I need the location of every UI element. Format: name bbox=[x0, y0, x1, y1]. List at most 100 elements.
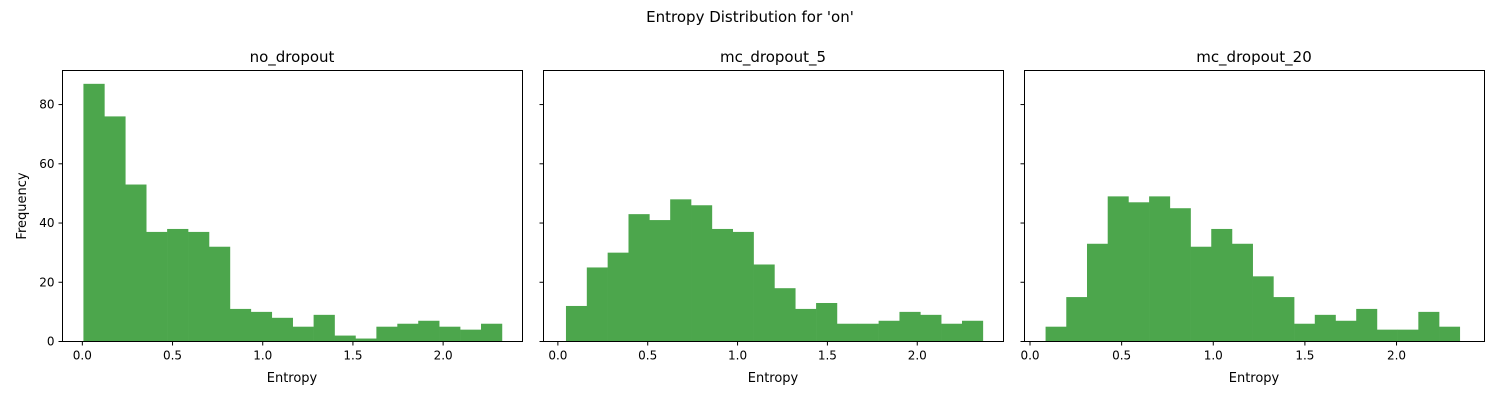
histogram-bar bbox=[292, 326, 314, 342]
y-tick-label: 0 bbox=[47, 335, 55, 349]
histogram-bar bbox=[397, 323, 419, 342]
subplot-title: mc_dropout_20 bbox=[1196, 48, 1312, 67]
subplot-title: no_dropout bbox=[250, 48, 335, 67]
x-tick-label: 1.0 bbox=[1204, 349, 1223, 363]
histogram-bar bbox=[920, 314, 942, 342]
histogram-bar bbox=[1231, 243, 1253, 342]
histogram-bar bbox=[941, 323, 963, 342]
x-tick-label: 0.5 bbox=[638, 349, 657, 363]
histogram-bar bbox=[1356, 308, 1378, 342]
histogram-bar bbox=[376, 326, 398, 342]
x-tick-label: 1.0 bbox=[728, 349, 747, 363]
y-tick-label: 60 bbox=[39, 157, 54, 171]
histogram-bar bbox=[628, 214, 650, 342]
x-tick-label: 2.0 bbox=[1387, 349, 1406, 363]
histogram-bar bbox=[565, 305, 588, 342]
y-tick-label: 80 bbox=[39, 98, 54, 112]
histogram-bar bbox=[83, 83, 105, 342]
histogram-bar bbox=[1397, 329, 1419, 342]
subplot-mc-dropout-20: mc_dropout_20 0.0 0.5 1.0 1.5 2.0 Entropy bbox=[1020, 48, 1485, 386]
figure-title: Entropy Distribution for 'on' bbox=[646, 8, 854, 26]
histogram-bar bbox=[208, 246, 231, 342]
subplot-mc-dropout-5: mc_dropout_5 0.0 0.5 1.0 1.5 2.0 Entropy bbox=[539, 48, 1004, 386]
histogram-bar bbox=[229, 308, 252, 342]
x-axis-label: Entropy bbox=[1229, 371, 1280, 386]
y-tick-label: 20 bbox=[39, 275, 54, 289]
x-ticks: 0.0 0.5 1.0 1.5 2.0 bbox=[1020, 341, 1406, 363]
histogram-bar bbox=[125, 184, 147, 342]
histogram-bar bbox=[1086, 243, 1109, 342]
histogram-bar bbox=[1439, 326, 1461, 342]
histogram-bar bbox=[355, 338, 377, 342]
histogram-bar bbox=[732, 231, 754, 342]
histogram-bar bbox=[146, 231, 168, 342]
histogram-bar bbox=[586, 267, 608, 342]
histogram-bar bbox=[1045, 326, 1067, 342]
histogram-bar bbox=[1418, 311, 1440, 342]
histogram-bar bbox=[460, 329, 482, 342]
plot-frame bbox=[1024, 70, 1485, 342]
subplot-title: mc_dropout_5 bbox=[720, 48, 826, 67]
x-axis-label: Entropy bbox=[267, 371, 318, 386]
x-tick-label: 2.0 bbox=[434, 349, 453, 363]
y-ticks: 0 20 40 60 80 bbox=[39, 98, 63, 349]
histogram-bar bbox=[439, 326, 461, 342]
histogram-bar bbox=[670, 199, 692, 342]
plot-frame bbox=[62, 70, 523, 342]
histogram-bar bbox=[795, 308, 817, 342]
histogram-bar bbox=[1314, 314, 1336, 342]
y-ticks bbox=[539, 104, 544, 342]
histogram-bar bbox=[649, 220, 671, 342]
x-tick-label: 0.5 bbox=[1112, 349, 1131, 363]
subplot-no-dropout: no_dropout 0.0 0.5 1.0 1.5 2.0 0 20 40 60 80 Ent… bbox=[39, 48, 523, 386]
x-tick-label: 0.0 bbox=[1020, 349, 1039, 363]
x-ticks: 0.0 0.5 1.0 1.5 2.0 bbox=[73, 341, 453, 363]
histogram-bar bbox=[816, 302, 838, 342]
histogram-bar bbox=[1149, 196, 1171, 342]
histogram-bar bbox=[753, 264, 775, 342]
histogram-bar bbox=[1169, 208, 1191, 342]
histogram-bar bbox=[418, 320, 440, 342]
x-tick-label: 0.0 bbox=[548, 349, 567, 363]
histogram-bar bbox=[1190, 246, 1212, 342]
histogram-bar bbox=[836, 323, 859, 342]
plot-frame bbox=[543, 70, 1004, 342]
histogram-bar bbox=[1335, 320, 1357, 342]
histogram-bar bbox=[1128, 202, 1150, 342]
x-ticks: 0.0 0.5 1.0 1.5 2.0 bbox=[548, 341, 927, 363]
histogram-bar bbox=[607, 252, 629, 342]
histogram-bar bbox=[104, 116, 126, 342]
histogram-bar bbox=[1211, 228, 1233, 342]
histogram-bar bbox=[857, 323, 879, 342]
x-tick-label: 0.0 bbox=[73, 349, 92, 363]
bars bbox=[565, 199, 984, 342]
histogram-bar bbox=[188, 231, 210, 342]
histogram-bar bbox=[481, 323, 503, 342]
x-tick-label: 1.5 bbox=[343, 349, 362, 363]
x-axis-label: Entropy bbox=[748, 371, 799, 386]
histogram-bar bbox=[691, 205, 713, 342]
x-tick-label: 1.5 bbox=[818, 349, 837, 363]
histogram-bar bbox=[167, 228, 189, 342]
histogram-bar bbox=[1273, 297, 1295, 342]
y-ticks bbox=[1020, 104, 1025, 342]
bars bbox=[1045, 196, 1461, 342]
histogram-bar bbox=[711, 228, 734, 342]
histogram-bar bbox=[1066, 297, 1088, 342]
y-tick-label: 40 bbox=[39, 216, 54, 230]
histogram-bar bbox=[313, 314, 335, 342]
histogram-bar bbox=[1294, 323, 1316, 342]
x-tick-label: 1.5 bbox=[1295, 349, 1314, 363]
histogram-bar bbox=[271, 317, 293, 342]
x-tick-label: 2.0 bbox=[908, 349, 927, 363]
x-tick-label: 1.0 bbox=[253, 349, 272, 363]
histogram-bar bbox=[1252, 276, 1274, 342]
histogram-bar bbox=[878, 320, 900, 342]
histogram-bar bbox=[250, 311, 273, 342]
histogram-bar bbox=[899, 311, 921, 342]
histogram-bar bbox=[961, 320, 984, 342]
histogram-bar bbox=[774, 288, 796, 342]
histogram-bar bbox=[334, 335, 356, 342]
histogram-bar bbox=[1107, 196, 1129, 342]
